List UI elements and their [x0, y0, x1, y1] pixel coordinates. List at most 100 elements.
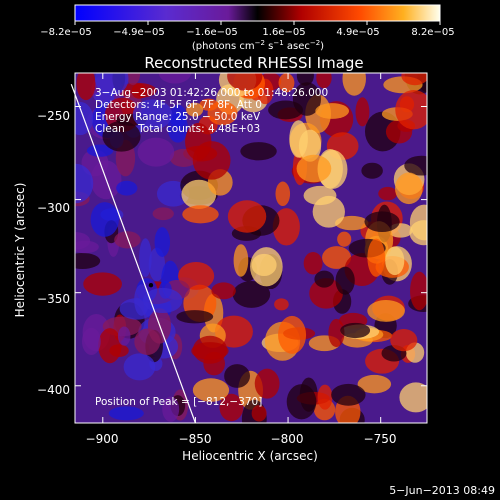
heatmap-blob [357, 374, 392, 394]
y-axis-label: Heliocentric Y (arcsec) [13, 183, 27, 318]
heatmap-blob [86, 144, 114, 157]
heatmap-blob [116, 180, 138, 196]
heatmap-blob [90, 202, 119, 237]
heatmap-blob [317, 384, 333, 410]
heatmap-blob [132, 99, 173, 130]
annotation-clean: Clean Total counts: 4.48E+03 [95, 123, 261, 135]
heatmap-blob [251, 405, 267, 422]
heatmap-blob [410, 271, 427, 311]
y-tick-label: −400 [37, 383, 70, 397]
annotation-detectors: Detectors: 4F 5F 6F 7F 8F, Att 0 [95, 99, 262, 111]
heatmap-blob [125, 73, 141, 85]
heatmap-blob [250, 247, 283, 287]
plot-frame [74, 72, 428, 424]
peak-marker [148, 283, 154, 288]
heatmap-blob [309, 278, 343, 309]
heatmap-blob [378, 186, 398, 201]
heatmap-blob [178, 261, 215, 290]
heatmap-blob [139, 238, 152, 278]
heatmap-blob [278, 73, 295, 93]
heatmap-blob [83, 272, 122, 296]
heatmap-blob [272, 208, 300, 246]
x-axis-label: Heliocentric X (arcsec) [182, 449, 318, 463]
heatmap-blob [131, 83, 148, 99]
heatmap-blob [286, 384, 317, 420]
annotation-energy: Energy Range: 25.0 − 50.0 keV [95, 111, 261, 123]
heatmap-blob [275, 181, 291, 207]
heatmap-blob [114, 231, 141, 249]
heatmap-blob [314, 270, 335, 288]
heatmap-blob [82, 327, 101, 355]
heatmap-blob [102, 121, 141, 152]
heatmap-blob [390, 328, 418, 352]
heatmap-blob [331, 383, 366, 406]
heatmap-blob [95, 73, 129, 96]
heatmap-blob [340, 322, 371, 339]
x-tick-label: −750 [364, 432, 397, 446]
heatmap-blob [404, 155, 427, 176]
heatmap-blob [75, 252, 101, 270]
heatmap-blob [117, 326, 131, 346]
heatmap-blob [186, 102, 204, 117]
heatmap-blob [158, 73, 192, 84]
heatmap-blob [227, 200, 267, 233]
heatmap-blob [227, 73, 263, 91]
heatmap-blob [98, 328, 122, 364]
heatmap-blob [181, 179, 217, 209]
heatmap-blob [185, 122, 212, 161]
heatmap-blob [364, 211, 400, 232]
x-tick-label: −800 [271, 432, 304, 446]
heatmap-blob [192, 378, 230, 402]
x-tick-label: −900 [86, 432, 119, 446]
heatmap-blob [296, 154, 332, 183]
heatmap-blob [224, 364, 251, 388]
heatmap-blob [75, 163, 94, 204]
heatmap-blob [303, 252, 323, 275]
heatmap-blob [123, 353, 156, 381]
heatmap-blob [75, 232, 91, 250]
colorbar-tick-label: 8.2e−05 [411, 27, 454, 38]
colorbar-tick-label: −4.9e−05 [113, 27, 165, 38]
heatmap-blob [240, 142, 277, 161]
y-tick-label: −300 [37, 201, 70, 215]
colorbar-tick-label: 4.9e−05 [336, 27, 379, 38]
y-tick-label: −350 [37, 292, 70, 306]
heatmap-blob [385, 246, 405, 276]
heatmap-blob [134, 284, 150, 316]
axis-ticks [75, 73, 427, 423]
heatmap-blob [364, 111, 401, 152]
heatmap-blob [342, 73, 366, 96]
heatmap-blob [162, 396, 180, 422]
footer-date: 5−Jun−2013 08:49 [389, 484, 495, 497]
heatmap-blob [335, 215, 369, 231]
colorbar-ticks [74, 21, 441, 25]
colorbar-tick-label: 1.6e−05 [262, 27, 305, 38]
heatmap-blob [278, 315, 307, 354]
heatmap-blob [137, 137, 175, 167]
colorbar-tick-label: −1.6e−05 [186, 27, 238, 38]
heatmap-blob [355, 97, 370, 127]
heatmap-blob [335, 266, 355, 295]
heatmap-blob [219, 393, 244, 422]
annotation-peak: Position of Peak = [−812,−370] [95, 396, 263, 408]
colorbar-units: (photons cm−2 s−1 asec−2) [192, 39, 324, 52]
heatmap-blob [191, 342, 229, 360]
heatmap-blob [108, 406, 144, 421]
heatmap-blob [207, 101, 238, 126]
heatmap-blob [367, 300, 405, 322]
heatmap-blob [154, 227, 171, 257]
heatmap-blob [268, 100, 304, 120]
heatmap-blob [361, 162, 383, 179]
heatmap-blob [298, 129, 322, 162]
heatmap-blob [254, 368, 280, 399]
heatmap-blob [152, 207, 174, 221]
heatmap-blob [328, 318, 345, 348]
heatmap-blob [337, 231, 352, 247]
solar-limb-line [70, 83, 196, 424]
heatmap-blob [211, 282, 236, 300]
heatmap-blob [395, 89, 427, 130]
heatmap-blob [167, 112, 188, 143]
heatmap-blob [176, 310, 214, 324]
heatmap-blob [232, 280, 271, 308]
